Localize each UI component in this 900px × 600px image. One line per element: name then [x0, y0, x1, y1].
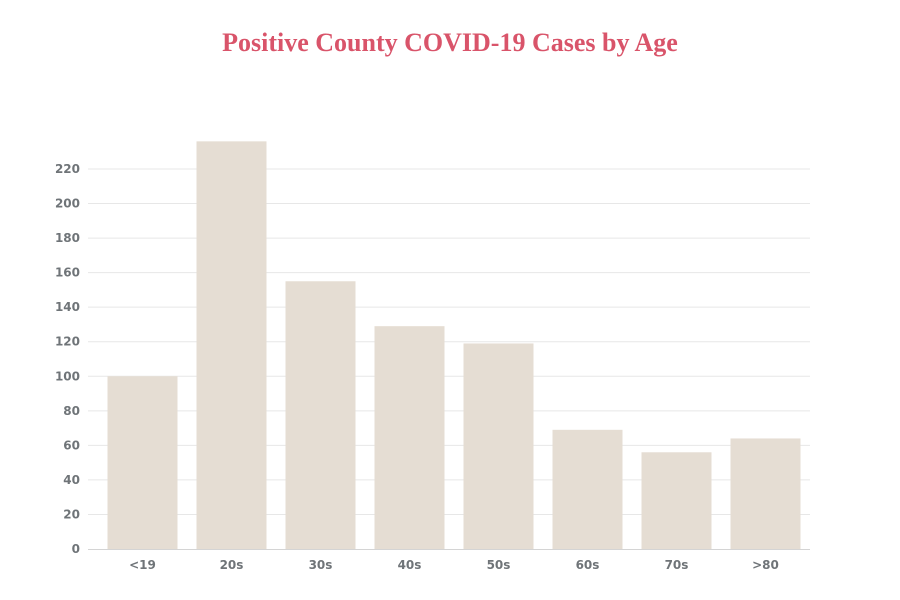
y-tick-label: 40: [63, 473, 80, 487]
x-tick-labels: <19 20s 30s 40s 50s 60s 70s >80: [129, 558, 779, 572]
bar-3: [285, 281, 356, 549]
bar-1: [107, 376, 178, 549]
x-tick-label: 60s: [576, 558, 600, 572]
x-tick-label: >80: [752, 558, 779, 572]
y-tick-label: 100: [55, 369, 80, 383]
x-tick-label: 70s: [665, 558, 689, 572]
bar-4: [374, 326, 445, 549]
y-tick-label: 60: [63, 438, 80, 452]
y-tick-label: 20: [63, 507, 80, 521]
chart-title: Positive County COVID-19 Cases by Age: [222, 28, 678, 57]
y-tick-label: 120: [55, 335, 80, 349]
y-tick-label: 200: [55, 197, 80, 211]
bars: [107, 141, 801, 550]
y-tick-label: 140: [55, 300, 80, 314]
y-tick-label: 220: [55, 162, 80, 176]
x-tick-label: 50s: [487, 558, 511, 572]
bar-6: [552, 429, 623, 549]
y-tick-label: 0: [72, 542, 80, 556]
x-tick-label: 30s: [309, 558, 333, 572]
bar-5: [463, 343, 534, 549]
bar-7: [641, 452, 712, 549]
bar-2: [196, 141, 267, 550]
x-tick-label: <19: [129, 558, 156, 572]
y-tick-label: 180: [55, 231, 80, 245]
x-tick-label: 40s: [398, 558, 422, 572]
y-tick-labels: 0 20 40 60 80 100 120 140 160 180 200 220: [55, 162, 80, 556]
y-tick-label: 160: [55, 266, 80, 280]
x-tick-label: 20s: [220, 558, 244, 572]
bar-8: [730, 438, 801, 549]
y-tick-label: 80: [63, 404, 80, 418]
